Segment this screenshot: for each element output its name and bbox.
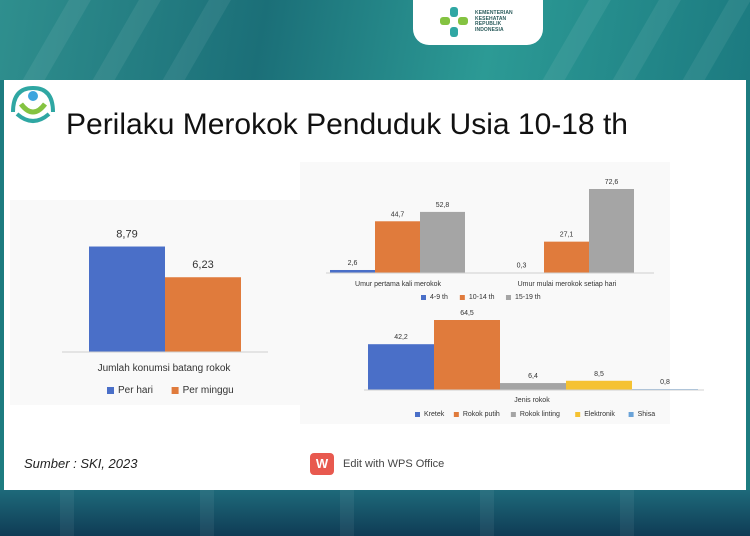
footer-background: [0, 490, 750, 536]
ministry-logo-icon: [440, 7, 468, 37]
presentation-slide: Perilaku Merokok Penduduk Usia 10-18 th …: [4, 80, 746, 492]
legend-label: Elektronik: [584, 411, 615, 418]
ministry-name: KEMENTERIAN KESEHATAN REPUBLIK INDONESIA: [475, 10, 513, 33]
data-label: 42,2: [394, 334, 408, 341]
source-note: Sumber : SKI, 2023: [24, 456, 138, 471]
axis-label: Jumlah konumsi batang rokok: [98, 363, 232, 374]
legend-label: 10-14 th: [469, 294, 495, 301]
bar: [500, 383, 566, 390]
wps-edit-label: Edit with WPS Office: [343, 458, 445, 470]
data-label: 2,6: [348, 260, 358, 267]
axis-label: Jenis rokok: [514, 397, 550, 404]
legend-label: Kretek: [424, 411, 445, 418]
legend-label: Per minggu: [183, 385, 234, 396]
bar: [589, 189, 634, 273]
legend-swatch: [171, 387, 179, 394]
legend-swatch: [575, 412, 581, 417]
bar: [434, 320, 500, 390]
category-label: Umur pertama kali merokok: [355, 281, 441, 288]
legend-label: Per hari: [118, 385, 153, 396]
bar: [165, 277, 241, 352]
wps-office-icon: W: [310, 453, 334, 475]
legend-swatch: [415, 412, 420, 417]
bar: [544, 241, 589, 273]
charts-layer: 8,79 6,23 Jumlah konumsi batang rokok Per h…: [62, 179, 704, 418]
legend-label: 4-9 th: [430, 294, 448, 301]
bar: [375, 221, 420, 273]
category-label: Umur mulai merokok setiap hari: [518, 281, 617, 288]
legend-swatch: [421, 295, 426, 300]
data-label: 27,1: [560, 232, 574, 239]
data-label: 6,4: [528, 373, 538, 380]
data-label: 8,5: [594, 371, 604, 378]
legend-swatch: [510, 412, 516, 417]
slide-title: Perilaku Merokok Penduduk Usia 10-18 th: [66, 108, 628, 141]
bar: [330, 269, 375, 273]
bar: [420, 211, 465, 273]
bar: [566, 380, 632, 390]
bar: [89, 246, 165, 352]
ministry-logo-badge: KEMENTERIAN KESEHATAN REPUBLIK INDONESIA: [413, 0, 543, 45]
legend-swatch: [107, 387, 114, 394]
bar: [368, 344, 434, 390]
data-label: 8,79: [116, 229, 137, 241]
legend-swatch: [453, 412, 459, 417]
family-logo-icon: [11, 85, 55, 123]
legend-swatch: [459, 295, 465, 300]
legend-label: 15-19 th: [515, 294, 541, 301]
data-label: 0,8: [660, 379, 670, 386]
data-label: 44,7: [391, 211, 405, 218]
data-label: 72,6: [605, 179, 619, 186]
legend-label: Rokok linting: [520, 411, 560, 418]
legend-label: Rokok putih: [463, 411, 500, 418]
data-label: 64,5: [460, 310, 474, 317]
legend-swatch: [505, 295, 511, 300]
legend-label: Shisa: [638, 411, 656, 418]
data-label: 0,3: [517, 263, 527, 270]
data-label: 52,8: [436, 202, 450, 209]
legend-swatch: [628, 412, 634, 417]
data-label: 6,23: [192, 259, 213, 271]
wps-edit-link[interactable]: W Edit with WPS Office: [310, 453, 444, 475]
header-background: [0, 0, 750, 80]
